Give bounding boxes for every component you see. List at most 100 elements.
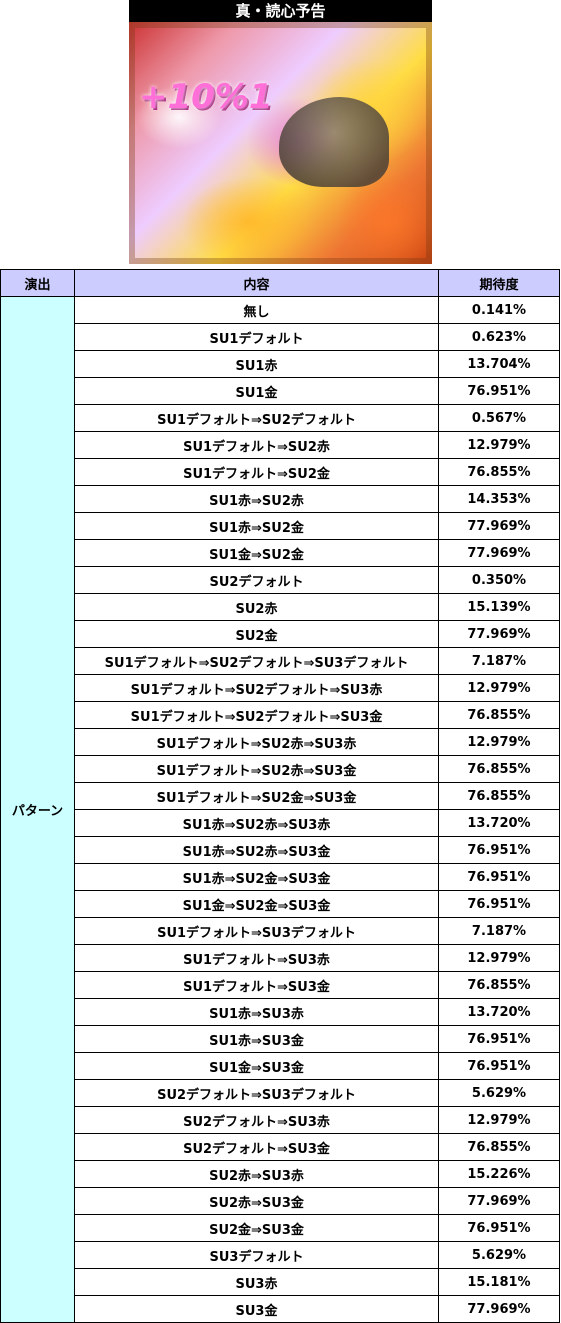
table-row: SU2赤 15.139%: [1, 593, 560, 621]
table-row: SU3デフォルト 5.629%: [1, 1241, 560, 1269]
content-cell: SU3赤: [74, 1268, 439, 1296]
expectation-cell: 5.629%: [438, 1079, 560, 1107]
column-header-enshutsu: 演出: [0, 269, 75, 297]
table-row: SU1赤⇒SU3金 76.951%: [1, 1025, 560, 1053]
expectation-cell: 77.969%: [438, 620, 560, 648]
expectation-cell: 77.969%: [438, 1187, 560, 1215]
content-cell: SU1デフォルト⇒SU3赤: [74, 944, 439, 972]
table-row: SU2デフォルト⇒SU3金 76.855%: [1, 1133, 560, 1161]
expectation-cell: 7.187%: [438, 917, 560, 945]
expectation-cell: 76.951%: [438, 890, 560, 918]
expectation-cell: 0.141%: [438, 296, 560, 324]
column-header-content: 内容: [74, 269, 439, 297]
table-row: SU1デフォルト⇒SU2赤⇒SU3金 76.855%: [1, 755, 560, 783]
expectation-cell: 0.350%: [438, 566, 560, 594]
expectation-cell: 77.969%: [438, 512, 560, 540]
content-cell: SU1デフォルト⇒SU2赤⇒SU3赤: [74, 728, 439, 756]
content-cell: SU1デフォルト⇒SU2金: [74, 458, 439, 486]
expectation-cell: 76.855%: [438, 755, 560, 783]
content-cell: SU1赤⇒SU2赤⇒SU3金: [74, 836, 439, 864]
expectation-cell: 13.704%: [438, 350, 560, 378]
table-row: SU1デフォルト⇒SU2デフォルト 0.567%: [1, 404, 560, 432]
content-cell: SU2赤⇒SU3赤: [74, 1160, 439, 1188]
table-row: SU2赤⇒SU3金 77.969%: [1, 1187, 560, 1215]
content-cell: SU1デフォルト: [74, 323, 439, 351]
table-row: SU2赤⇒SU3赤 15.226%: [1, 1160, 560, 1188]
table-row: SU1デフォルト⇒SU2金⇒SU3金 76.855%: [1, 782, 560, 810]
table-row: SU1赤⇒SU2赤⇒SU3金 76.951%: [1, 836, 560, 864]
content-cell: SU1デフォルト⇒SU2赤⇒SU3金: [74, 755, 439, 783]
expectation-cell: 12.979%: [438, 944, 560, 972]
table-row: SU1赤⇒SU2金 77.969%: [1, 512, 560, 540]
content-cell: SU2デフォルト: [74, 566, 439, 594]
content-cell: SU1デフォルト⇒SU2デフォルト⇒SU3金: [74, 701, 439, 729]
content-cell: SU2デフォルト⇒SU3金: [74, 1133, 439, 1161]
content-cell: SU1デフォルト⇒SU2金⇒SU3金: [74, 782, 439, 810]
content-cell: SU3金: [74, 1295, 439, 1323]
expectation-cell: 13.720%: [438, 998, 560, 1026]
table-row: SU1デフォルト⇒SU2金 76.855%: [1, 458, 560, 486]
content-cell: SU1赤: [74, 350, 439, 378]
content-cell: SU1赤⇒SU3赤: [74, 998, 439, 1026]
table-row: SU1金⇒SU2金 77.969%: [1, 539, 560, 567]
expectation-cell: 7.187%: [438, 647, 560, 675]
content-cell: SU2金⇒SU3金: [74, 1214, 439, 1242]
content-cell: SU2デフォルト⇒SU3赤: [74, 1106, 439, 1134]
content-cell: SU1デフォルト⇒SU2デフォルト: [74, 404, 439, 432]
content-cell: SU2赤: [74, 593, 439, 621]
table-row: SU1デフォルト⇒SU2赤⇒SU3赤 12.979%: [1, 728, 560, 756]
page-title: 真・読心予告: [129, 0, 432, 22]
table-row: SU1デフォルト⇒SU3金 76.855%: [1, 971, 560, 999]
content-cell: SU1金⇒SU2金⇒SU3金: [74, 890, 439, 918]
table-row: SU1デフォルト⇒SU3デフォルト 7.187%: [1, 917, 560, 945]
table-row: SU1赤⇒SU2金⇒SU3金 76.951%: [1, 863, 560, 891]
table-row: SU2デフォルト⇒SU3デフォルト 5.629%: [1, 1079, 560, 1107]
content-cell: SU1デフォルト⇒SU2赤: [74, 431, 439, 459]
column-header-expectation: 期待度: [438, 269, 560, 297]
expectation-cell: 15.181%: [438, 1268, 560, 1296]
table-row: SU1デフォルト⇒SU2デフォルト⇒SU3デフォルト 7.187%: [1, 647, 560, 675]
expectation-cell: 14.353%: [438, 485, 560, 513]
content-cell: SU1デフォルト⇒SU2デフォルト⇒SU3デフォルト: [74, 647, 439, 675]
image-overlay-text: +10%1: [139, 77, 273, 117]
expectation-cell: 13.720%: [438, 809, 560, 837]
content-cell: SU1赤⇒SU2赤: [74, 485, 439, 513]
expectation-cell: 12.979%: [438, 728, 560, 756]
table-row: SU1金 76.951%: [1, 377, 560, 405]
expectation-cell: 0.623%: [438, 323, 560, 351]
expectation-cell: 77.969%: [438, 539, 560, 567]
content-cell: SU1赤⇒SU2金: [74, 512, 439, 540]
expectation-table: 演出 内容 期待度 パターン 無し 0.141% SU1デフォルト 0.623% SU1赤…: [0, 269, 560, 1323]
table-row: SU2デフォルト 0.350%: [1, 566, 560, 594]
table-row: SU1デフォルト 0.623%: [1, 323, 560, 351]
expectation-cell: 77.969%: [438, 1295, 560, 1323]
content-cell: SU2赤⇒SU3金: [74, 1187, 439, 1215]
content-cell: SU1デフォルト⇒SU3デフォルト: [74, 917, 439, 945]
expectation-cell: 12.979%: [438, 1106, 560, 1134]
content-cell: 無し: [74, 296, 439, 324]
table-header-row: 演出 内容 期待度: [0, 269, 560, 297]
content-cell: SU1デフォルト⇒SU2デフォルト⇒SU3赤: [74, 674, 439, 702]
content-cell: SU1赤⇒SU2赤⇒SU3赤: [74, 809, 439, 837]
game-screenshot-image: +10%1: [129, 22, 432, 264]
expectation-cell: 12.979%: [438, 674, 560, 702]
content-cell: SU1デフォルト⇒SU3金: [74, 971, 439, 999]
expectation-cell: 15.226%: [438, 1160, 560, 1188]
table-row: SU1デフォルト⇒SU3赤 12.979%: [1, 944, 560, 972]
expectation-cell: 76.855%: [438, 782, 560, 810]
table-row: SU2金⇒SU3金 76.951%: [1, 1214, 560, 1242]
content-cell: SU1金⇒SU2金: [74, 539, 439, 567]
table-row: SU3赤 15.181%: [1, 1268, 560, 1296]
content-cell: SU1金⇒SU3金: [74, 1052, 439, 1080]
expectation-cell: 76.951%: [438, 836, 560, 864]
expectation-cell: 76.855%: [438, 701, 560, 729]
table-row: SU1金⇒SU2金⇒SU3金 76.951%: [1, 890, 560, 918]
header-section: 真・読心予告 +10%1: [129, 0, 432, 264]
table-row: SU1デフォルト⇒SU2赤 12.979%: [1, 431, 560, 459]
expectation-cell: 76.951%: [438, 1052, 560, 1080]
expectation-cell: 0.567%: [438, 404, 560, 432]
table-row: SU1赤⇒SU3赤 13.720%: [1, 998, 560, 1026]
content-cell: SU1金: [74, 377, 439, 405]
table-row: パターン 無し 0.141%: [0, 296, 560, 1323]
expectation-cell: 5.629%: [438, 1241, 560, 1269]
